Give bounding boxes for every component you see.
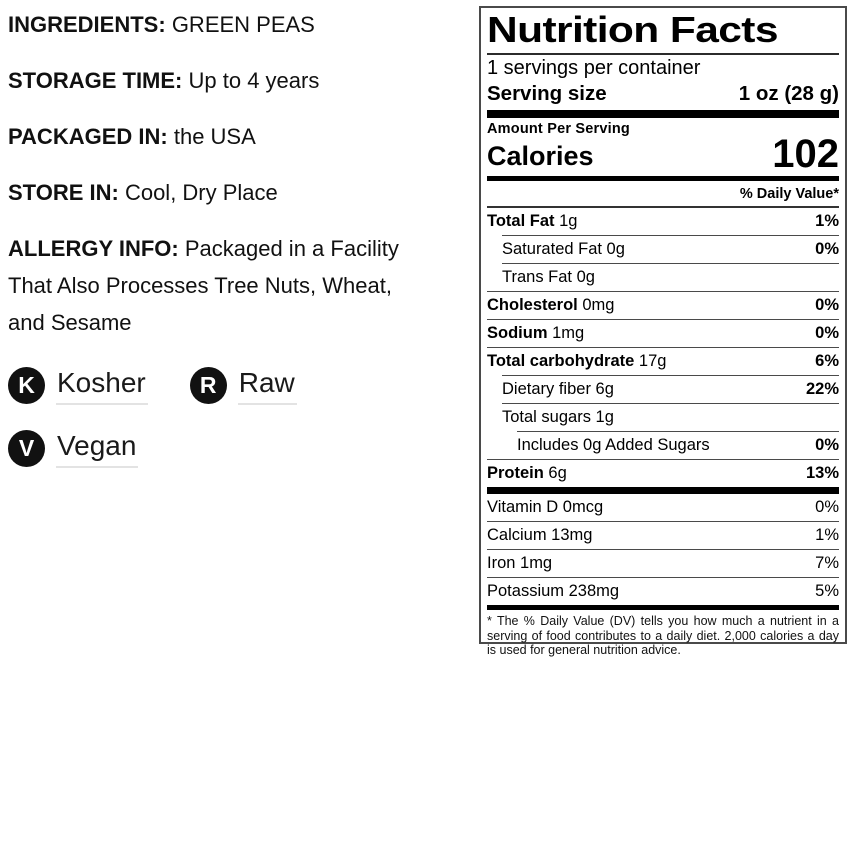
vegan-icon: V — [8, 430, 45, 467]
nutrient-daily-value: 0% — [815, 240, 839, 258]
nutrient-row: Protein 6g 13% — [487, 459, 839, 487]
thick-divider-bar — [487, 110, 839, 118]
store-in-value: Cool, Dry Place — [124, 180, 278, 205]
vegan-badge: V Vegan — [8, 430, 139, 468]
protein-divider-bar — [487, 487, 839, 494]
nutrient-name: Total Fat 1g — [487, 212, 578, 230]
nutrient-row: Includes 0g Added Sugars 0% — [517, 431, 839, 459]
nutrient-row: Potassium 238mg 5% — [487, 577, 839, 605]
nutrient-name: Protein 6g — [487, 464, 567, 482]
ingredients-label: INGREDIENTS: — [8, 12, 166, 37]
nutrient-name: Total sugars 1g — [502, 408, 614, 426]
nutrient-row: Vitamin D 0mcg 0% — [487, 494, 839, 521]
nutrient-row: Calcium 13mg 1% — [487, 521, 839, 549]
daily-value-footnote: * The % Daily Value (DV) tells you how m… — [487, 614, 839, 657]
nutrient-daily-value: 22% — [805, 380, 839, 398]
storage-time-label: STORAGE TIME: — [8, 68, 183, 93]
nutrient-name: Dietary fiber 6g — [502, 380, 614, 398]
badge-row: V Vegan — [8, 430, 474, 468]
nutrient-name: Sodium 1mg — [487, 324, 585, 342]
nutrition-facts-title: Nutrition Facts — [487, 8, 839, 55]
nutrient-row: Total carbohydrate 17g 6% — [487, 347, 839, 375]
medium-divider-bar — [487, 176, 839, 181]
nutrient-daily-value: 13% — [805, 464, 839, 482]
raw-icon: R — [189, 367, 227, 404]
serving-size-label: Serving size — [487, 82, 607, 105]
nutrient-daily-value: 6% — [815, 352, 839, 370]
nutrient-row: Saturated Fat 0g 0% — [502, 235, 839, 263]
nutrient-name: Potassium 238mg — [487, 582, 620, 600]
kosher-badge-label: Kosher — [56, 368, 148, 405]
nutrient-daily-value: 0% — [815, 498, 839, 516]
nutrient-name: Cholesterol 0mg — [487, 296, 615, 314]
kosher-icon: K — [8, 367, 45, 404]
nutrient-row: Dietary fiber 6g 22% — [502, 375, 839, 403]
nutrient-daily-value: 0% — [815, 296, 839, 314]
amount-per-serving-label: Amount Per Serving — [487, 121, 630, 137]
nutrition-facts-panel: Nutrition Facts 1 servings per container… — [479, 6, 847, 657]
nutrient-name: Iron 1mg — [487, 554, 553, 572]
nutrient-name: Calcium 13mg — [487, 526, 593, 544]
raw-badge: R Raw — [189, 367, 297, 405]
calories-label: Calories — [487, 141, 594, 171]
storage-time-value: Up to 4 years — [188, 68, 320, 93]
nutrient-rows: Total Fat 1g 1% Saturated Fat 0g 0% Trans Fa… — [487, 208, 839, 487]
allergy-info-label: ALLERGY INFO: — [8, 236, 179, 261]
allergy-info-value: Packaged in a Facility That Also Process… — [8, 236, 399, 335]
nutrient-row: Trans Fat 0g — [502, 263, 839, 291]
nutrient-row: Iron 1mg 7% — [487, 549, 839, 577]
nutrient-name: Saturated Fat 0g — [502, 240, 625, 258]
daily-value-header: % Daily Value* — [487, 183, 839, 208]
nutrient-name: Trans Fat 0g — [502, 268, 595, 286]
storage-time-field: STORAGE TIME: Up to 4 years — [8, 62, 474, 99]
nutrient-row: Total Fat 1g 1% — [487, 208, 839, 235]
nutrient-row: Total sugars 1g — [502, 403, 839, 431]
serving-size-value: 1 oz (28 g) — [738, 82, 839, 105]
vitamin-rows: Vitamin D 0mcg 0% Calcium 13mg 1% Iron 1mg 7%… — [487, 494, 839, 605]
product-info: INGREDIENTS: GREEN PEAS STORAGE TIME: Up… — [8, 6, 474, 493]
ingredients-field: INGREDIENTS: GREEN PEAS — [8, 6, 474, 43]
serving-size-row: Serving size 1 oz (28 g) — [487, 81, 839, 107]
kosher-badge: K Kosher — [8, 367, 148, 405]
nutrient-name: Vitamin D 0mcg — [487, 498, 604, 516]
badge-row: K Kosher R Raw — [8, 367, 474, 405]
nutrient-daily-value: 1% — [815, 526, 839, 544]
calories-row: Calories 102 — [487, 132, 839, 176]
nutrient-daily-value: 7% — [815, 554, 839, 572]
packaged-in-label: PACKAGED IN: — [8, 124, 168, 149]
nutrient-row: Sodium 1mg 0% — [487, 319, 839, 347]
nutrient-name: Total carbohydrate 17g — [487, 352, 667, 370]
packaged-in-field: PACKAGED IN: the USA — [8, 118, 474, 155]
nutrient-row: Cholesterol 0mg 0% — [487, 291, 839, 319]
store-in-field: STORE IN: Cool, Dry Place — [8, 174, 474, 211]
ingredients-value: GREEN PEAS — [171, 12, 315, 37]
raw-badge-label: Raw — [237, 368, 297, 405]
packaged-in-value: the USA — [173, 124, 256, 149]
nutrient-daily-value: 1% — [815, 212, 839, 230]
vegan-badge-label: Vegan — [56, 431, 139, 468]
servings-per-container: 1 servings per container — [487, 57, 701, 79]
nutrient-daily-value: 0% — [815, 324, 839, 342]
nutrient-name: Includes 0g Added Sugars — [517, 436, 710, 454]
nutrient-daily-value: 5% — [815, 582, 839, 600]
nutrient-daily-value: 0% — [815, 436, 839, 454]
store-in-label: STORE IN: — [8, 180, 119, 205]
footnote-divider-bar — [487, 605, 839, 610]
allergy-info-field: ALLERGY INFO: Packaged in a Facility Tha… — [8, 230, 474, 341]
calories-value: 102 — [772, 132, 839, 176]
certification-badges: K Kosher R Raw V Vegan — [8, 367, 474, 468]
